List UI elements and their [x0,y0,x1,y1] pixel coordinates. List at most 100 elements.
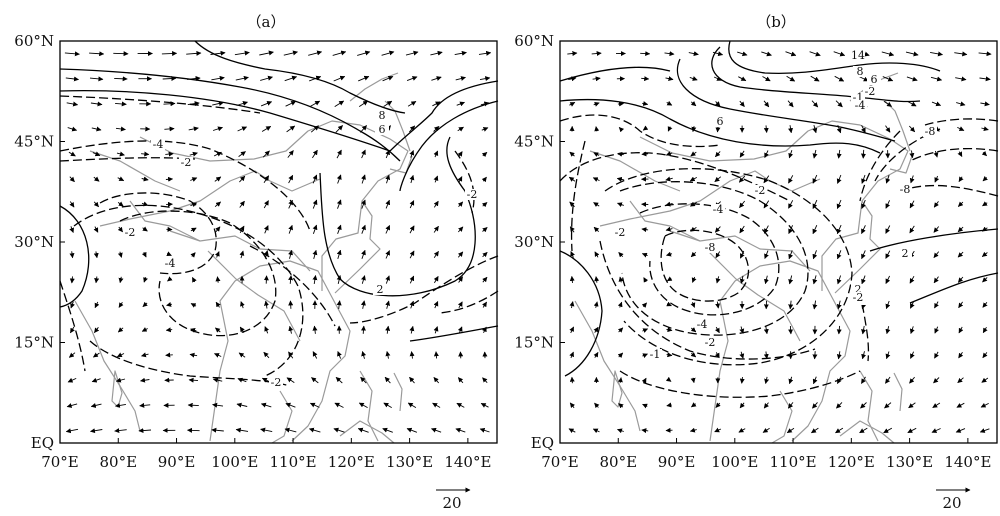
wind-arrow [164,126,175,132]
wind-arrow [933,276,939,284]
x-tick-label: 80°E [599,453,637,471]
coastline-segment [893,372,903,412]
wind-arrow [457,201,464,207]
wind-arrow [117,327,124,333]
wind-arrow [311,377,319,384]
wind-arrow [115,126,126,132]
x-tick-label: 100°E [711,453,758,471]
x-tick-label: 110°E [270,453,317,471]
wind-arrow [186,50,202,56]
wind-arrow [214,201,221,208]
contour-label-bg [898,248,912,259]
wind-arrow [94,301,100,309]
contour-label: 2 [377,283,384,296]
contour-negative [619,370,861,398]
wind-arrow [288,275,294,284]
coastline-segment [271,390,293,444]
wind-arrow [113,51,129,57]
wind-arrow [664,51,675,57]
wind-arrow [930,76,943,82]
wind-arrow [336,224,342,234]
wind-vectors-b [567,51,992,434]
wind-arrow [618,276,624,283]
contour-label-bg [648,349,662,360]
wind-arrow [69,251,75,259]
wind-arrow [786,75,796,82]
wind-arrow [238,352,246,358]
wind-arrow [117,201,124,207]
contour-label-bg [613,227,627,238]
wind-arrow [70,301,75,309]
wind-arrow [665,176,673,182]
wind-arrow [982,175,988,182]
contour-label: -8 [705,241,716,254]
wind-arrow [210,50,226,56]
wind-arrow [909,275,915,284]
wind-arrow [569,351,574,359]
wind-arrow [909,376,915,384]
contour-label: -1 [853,91,864,104]
wind-arrow [642,328,649,333]
wind-arrow [140,377,150,383]
wind-arrow [906,76,918,82]
contour-label: -4 [153,138,164,151]
wind-arrow [385,250,390,259]
wind-arrow [409,150,415,158]
wind-arrow [910,351,915,359]
contour-positive [909,272,999,304]
wind-arrow [288,224,293,234]
wind-arrow [239,225,245,234]
wind-arrow [64,51,80,57]
wind-arrow [810,427,819,434]
wind-arrow [263,225,269,234]
wind-arrow [738,427,746,433]
wind-arrow [479,76,491,82]
wind-arrow [980,402,989,408]
wind-arrow [714,352,720,359]
wind-arrow [763,326,769,335]
wind-arrow [409,225,415,234]
wind-arrow [308,50,323,56]
wind-arrow [712,51,724,57]
contour-label-bg [123,227,137,238]
wind-arrow [481,151,488,158]
wind-arrow [93,201,99,208]
wind-arrow [433,275,439,284]
wind-arrow [141,352,149,358]
wind-arrow [65,428,79,434]
wind-arrow [957,276,964,283]
contour-negative [899,184,999,197]
wind-arrow [836,402,843,409]
contour-label-bg [867,74,881,85]
wind-arrow [433,225,439,233]
wind-arrow [118,276,124,284]
x-tick-label: 140°E [944,453,991,471]
contour-label: -4 [697,318,708,331]
wind-arrow [618,252,624,258]
plot-frame-b [559,40,998,444]
wind-arrow [92,151,101,157]
coastline-segment [889,155,913,174]
wind-arrow [457,251,464,258]
wind-arrow [931,428,941,433]
wind-arrow [212,377,223,383]
wind-arrow [812,376,818,385]
wind-arrow [933,251,940,258]
contour-label: 6 [871,73,878,86]
wind-arrow [641,151,649,157]
wind-arrow [69,176,75,183]
wind-arrow [979,76,991,82]
contour-label: 8 [379,109,386,122]
wind-arrow [836,351,842,360]
wind-arrow [138,428,152,434]
wind-arrow [883,427,893,434]
contour-negative [59,157,196,162]
wind-arrow [982,201,988,207]
wind-arrow [812,402,818,409]
wind-arrow [167,276,173,282]
wind-arrow [667,126,673,132]
wind-arrow [568,76,577,82]
contour-negative [349,255,499,324]
wind-arrow [190,227,197,233]
wind-arrow [739,225,745,234]
